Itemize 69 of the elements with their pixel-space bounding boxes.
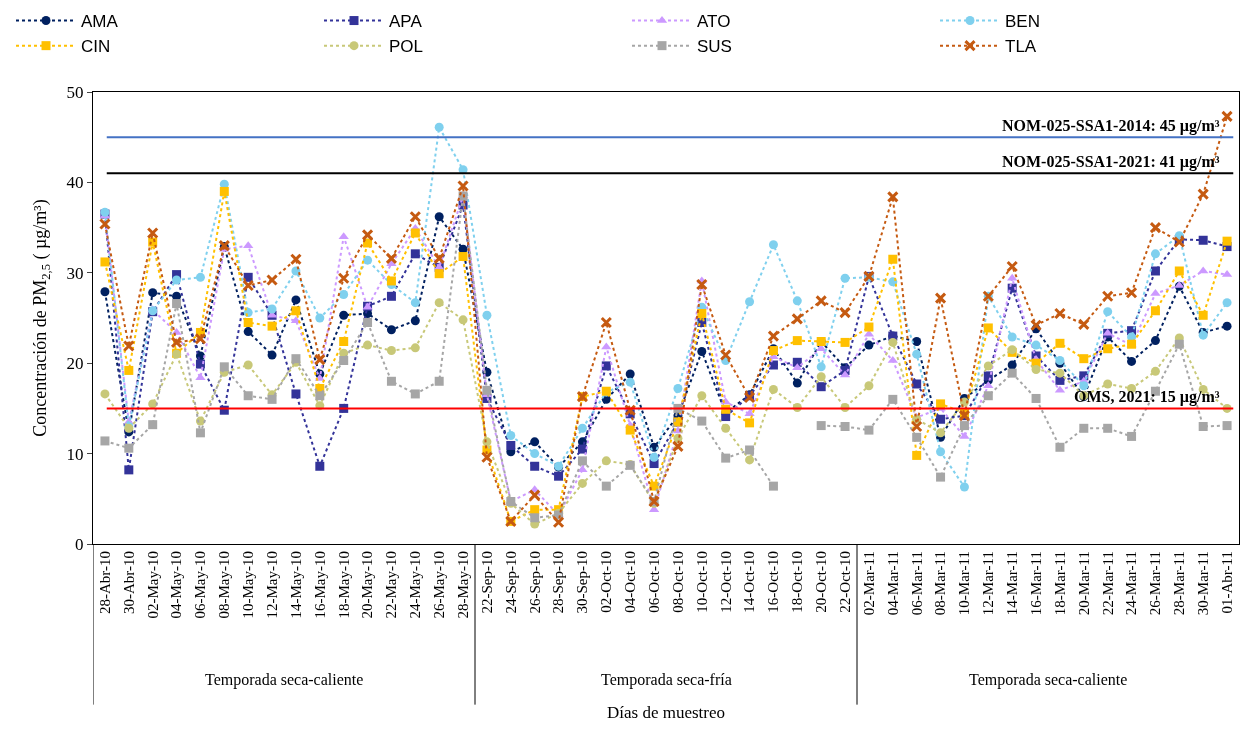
legend-label: SUS bbox=[697, 37, 732, 57]
x-tick-label: 02-Mar-11 bbox=[860, 551, 877, 616]
x-tick-label: 06-Oct-10 bbox=[645, 551, 662, 613]
x-tick-label: 28-Mar-11 bbox=[1171, 551, 1188, 616]
x-tick-label: 28-Abr-10 bbox=[96, 551, 113, 615]
x-tick-label: 26-Mar-11 bbox=[1147, 551, 1164, 616]
x-tick-label: 22-Mar-11 bbox=[1099, 551, 1116, 616]
x-tick-label: 10-May-10 bbox=[240, 551, 257, 619]
x-tick-label: 30-Abr-10 bbox=[120, 551, 137, 615]
y-tick-label: 0 bbox=[75, 534, 84, 554]
ref-line-label: NOM-025-SSA1-2014: 45 µg/m³ bbox=[1002, 117, 1220, 135]
x-tick-label: 02-May-10 bbox=[144, 551, 161, 619]
x-tick-label: 06-Mar-11 bbox=[908, 551, 925, 616]
x-tick-label: 14-May-10 bbox=[287, 551, 304, 619]
legend-label: CIN bbox=[81, 37, 111, 57]
x-tick-label: 02-Oct-10 bbox=[598, 551, 615, 613]
text: Temporada seca-caliente bbox=[205, 671, 364, 689]
x-tick-label: 28-Sep-10 bbox=[550, 551, 567, 614]
x-tick-label: 26-May-10 bbox=[431, 551, 448, 619]
x-tick-label: 22-Oct-10 bbox=[836, 551, 853, 613]
x-tick-label: 14-Mar-11 bbox=[1004, 551, 1021, 616]
x-tick-label: 14-Oct-10 bbox=[741, 551, 758, 613]
x-tick-label: 04-May-10 bbox=[168, 551, 185, 619]
x-tick-label: 22-Sep-10 bbox=[478, 551, 495, 614]
x-tick-label: 12-Mar-11 bbox=[980, 551, 997, 616]
x-tick-label: 08-Mar-11 bbox=[932, 551, 949, 616]
x-tick-label: 22-May-10 bbox=[383, 551, 400, 619]
legend-label: POL bbox=[389, 37, 424, 57]
x-tick-label: 20-Oct-10 bbox=[813, 551, 830, 613]
x-tick-label: 30-Mar-11 bbox=[1195, 551, 1212, 616]
x-tick-label: 16-Mar-11 bbox=[1027, 551, 1044, 616]
x-tick-label: 04-Mar-11 bbox=[884, 551, 901, 616]
x-tick-label: 01-Abr-11 bbox=[1218, 551, 1235, 614]
legend-label: ATO bbox=[697, 12, 731, 32]
x-tick-label: 10-Mar-11 bbox=[956, 551, 973, 616]
ref-line-label: OMS, 2021: 15 µg/m³ bbox=[1074, 388, 1220, 406]
x-tick-label: 26-Sep-10 bbox=[526, 551, 543, 614]
x-tick-label: 06-May-10 bbox=[192, 551, 209, 619]
x-tick-label: 10-Oct-10 bbox=[693, 551, 710, 613]
x-tick-label: 18-May-10 bbox=[335, 551, 352, 619]
x-tick-label: 24-May-10 bbox=[407, 551, 424, 619]
x-tick-label: 12-Oct-10 bbox=[717, 551, 734, 613]
x-tick-label: 28-May-10 bbox=[454, 551, 471, 619]
text: Temporada seca-caliente bbox=[969, 671, 1128, 689]
ref-line-label: NOM-025-SSA1-2021: 41 µg/m³ bbox=[1002, 153, 1220, 171]
x-tick-label: 24-Sep-10 bbox=[502, 551, 519, 614]
y-tick-label: 10 bbox=[66, 444, 84, 464]
x-tick-label: 08-May-10 bbox=[216, 551, 233, 619]
x-tick-label: 24-Mar-11 bbox=[1123, 551, 1140, 616]
x-tick-label: 30-Sep-10 bbox=[574, 551, 591, 614]
x-tick-label: 18-Mar-11 bbox=[1051, 551, 1068, 616]
y-tick-label: 50 bbox=[66, 82, 84, 102]
y-tick-label: 20 bbox=[66, 354, 84, 374]
legend-label: APA bbox=[389, 12, 423, 32]
x-tick-label: 04-Oct-10 bbox=[622, 551, 639, 613]
x-tick-label: 16-Oct-10 bbox=[765, 551, 782, 613]
x-tick-label: 20-May-10 bbox=[359, 551, 376, 619]
x-tick-label: 16-May-10 bbox=[311, 551, 328, 619]
x-axis-title: Días de muestreo bbox=[606, 702, 726, 722]
x-tick-label: 08-Oct-10 bbox=[669, 551, 686, 613]
x-tick-label: 18-Oct-10 bbox=[789, 551, 806, 613]
y-tick-label: 40 bbox=[66, 173, 84, 193]
text: Temporada seca-fría bbox=[601, 671, 732, 689]
y-tick-label: 30 bbox=[66, 263, 84, 283]
x-tick-label: 20-Mar-11 bbox=[1075, 551, 1092, 616]
legend-label: AMA bbox=[81, 12, 119, 32]
legend-label: BEN bbox=[1005, 12, 1040, 32]
legend-label: TLA bbox=[1005, 37, 1037, 57]
x-tick-label: 12-May-10 bbox=[263, 551, 280, 619]
